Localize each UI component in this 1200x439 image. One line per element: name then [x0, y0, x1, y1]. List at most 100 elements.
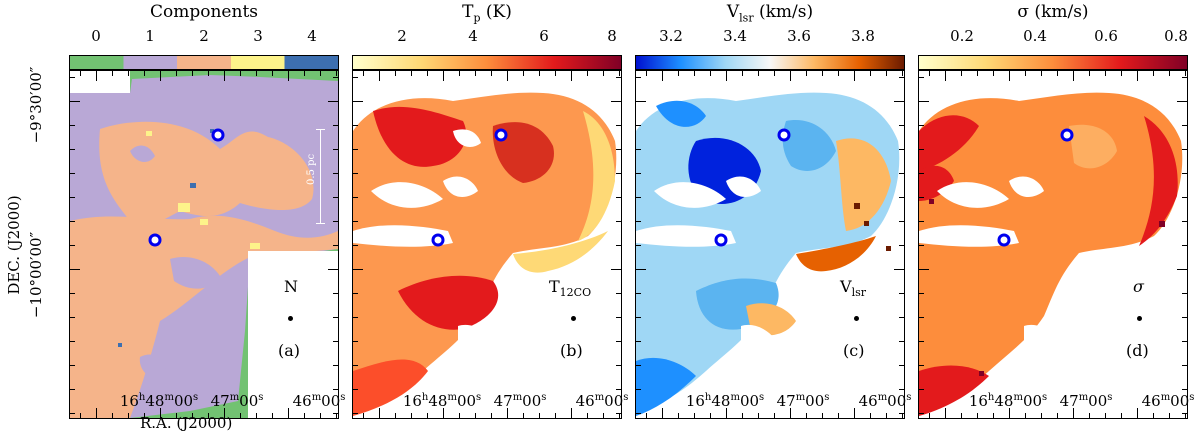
axis-tick: [1121, 71, 1122, 76]
axis-tick: [806, 71, 807, 76]
ra-tick-label: 46m00s: [575, 392, 629, 410]
colorbar-tick-label: 8: [607, 27, 617, 45]
axis-tick: [333, 149, 338, 150]
axis-tick: [70, 245, 75, 246]
axis-tick: [636, 365, 641, 366]
colorbar-tick-label: 3: [253, 27, 263, 45]
axis-tick: [616, 149, 621, 150]
colorbar-title: Components: [150, 2, 258, 22]
colorbar-tick-label: 4: [468, 27, 478, 45]
axis-tick: [1182, 149, 1187, 150]
axis-tick: [333, 197, 338, 198]
axis-tick: [886, 71, 887, 76]
axis-tick: [224, 71, 225, 81]
axis-tick: [894, 101, 904, 102]
axis-tick: [1182, 245, 1187, 246]
ra-tick-labels: 16h48m00s 47m00s 46m00s 16h48m00s 47m00s 46m0…: [0, 392, 1200, 416]
axis-tick: [1057, 413, 1058, 418]
axis-tick: [288, 71, 289, 81]
axis-tick: [353, 149, 358, 150]
axis-tick: [333, 245, 338, 246]
ra-tick-label: 47m00s: [1059, 392, 1113, 410]
source-marker-icon: [777, 128, 791, 142]
axis-tick: [70, 389, 75, 390]
axis-tick: [176, 413, 177, 418]
axis-tick: [662, 408, 663, 418]
axis-tick: [70, 173, 75, 174]
axis-tick: [70, 149, 75, 150]
axis-tick: [899, 149, 904, 150]
axis-tick: [539, 413, 540, 418]
axis-tick: [333, 173, 338, 174]
map-label: T12CO: [549, 277, 592, 300]
axis-tick: [1089, 413, 1090, 418]
axis-tick: [806, 413, 807, 418]
map-peak-temperature: T12CO (b): [352, 70, 622, 419]
axis-tick: [475, 71, 476, 76]
axis-tick: [1057, 71, 1058, 76]
axis-tick: [919, 173, 924, 174]
axis-tick: [411, 413, 412, 418]
axis-tick: [555, 71, 556, 76]
axis-tick: [353, 173, 358, 174]
beam-marker: [1137, 316, 1142, 321]
axis-tick: [144, 413, 145, 418]
axis-tick: [611, 269, 621, 270]
colorbar-tick-labels: 2 4 6 8: [352, 27, 622, 47]
axis-tick: [1182, 221, 1187, 222]
axis-tick: [395, 413, 396, 418]
axis-tick: [870, 413, 871, 418]
colorbar-tick-labels: 0.2 0.4 0.6 0.8: [918, 27, 1188, 47]
axis-tick: [774, 71, 775, 76]
axis-tick: [919, 149, 924, 150]
axis-tick: [70, 125, 75, 126]
axis-tick: [899, 221, 904, 222]
axis-tick: [587, 71, 588, 76]
axis-tick: [899, 173, 904, 174]
axis-tick: [636, 173, 641, 174]
axis-tick: [539, 71, 540, 76]
axis-tick: [328, 101, 338, 102]
beam-marker: [288, 316, 293, 321]
axis-tick: [710, 413, 711, 418]
colorbar: [918, 55, 1188, 70]
axis-tick: [616, 197, 621, 198]
colorbar-tick-label: 4: [307, 27, 317, 45]
colorbar: [69, 55, 339, 70]
beam-marker: [571, 316, 576, 321]
axis-tick: [353, 125, 358, 126]
axis-tick: [636, 413, 641, 414]
axis-tick: [363, 71, 364, 76]
colorbar-tick-label: 0: [91, 27, 101, 45]
dec-tick-label-1000: −10°00′00″: [27, 231, 45, 319]
axis-tick: [838, 413, 839, 418]
map-dispersion: σ (d): [918, 70, 1188, 419]
axis-tick: [353, 293, 358, 294]
axis-tick: [240, 71, 241, 76]
axis-tick: [491, 71, 492, 76]
axis-tick: [459, 413, 460, 418]
axis-tick: [523, 413, 524, 418]
beam-marker: [854, 316, 859, 321]
axis-tick: [1182, 77, 1187, 78]
axis-tick: [379, 71, 380, 81]
axis-tick: [636, 77, 641, 78]
axis-tick: [333, 221, 338, 222]
panel-dispersion: σ (km/s) 0.2 0.4 0.6 0.8 σ (d): [918, 0, 1188, 439]
axis-tick: [320, 71, 321, 76]
axis-tick: [272, 71, 273, 76]
axis-tick: [70, 293, 75, 294]
axis-tick: [304, 71, 305, 76]
axis-tick: [272, 413, 273, 418]
dec-axis-title: DEC. (J2000): [5, 195, 23, 295]
axis-tick: [603, 71, 604, 76]
ra-tick-label: 16h48m00s: [685, 392, 765, 410]
axis-tick: [112, 71, 113, 76]
axis-tick: [144, 71, 145, 76]
axis-tick: [379, 408, 380, 418]
axis-tick: [1182, 365, 1187, 366]
axis-tick: [333, 389, 338, 390]
axis-tick: [899, 125, 904, 126]
axis-tick: [894, 269, 904, 270]
colorbar-tick-label: 2: [397, 27, 407, 45]
